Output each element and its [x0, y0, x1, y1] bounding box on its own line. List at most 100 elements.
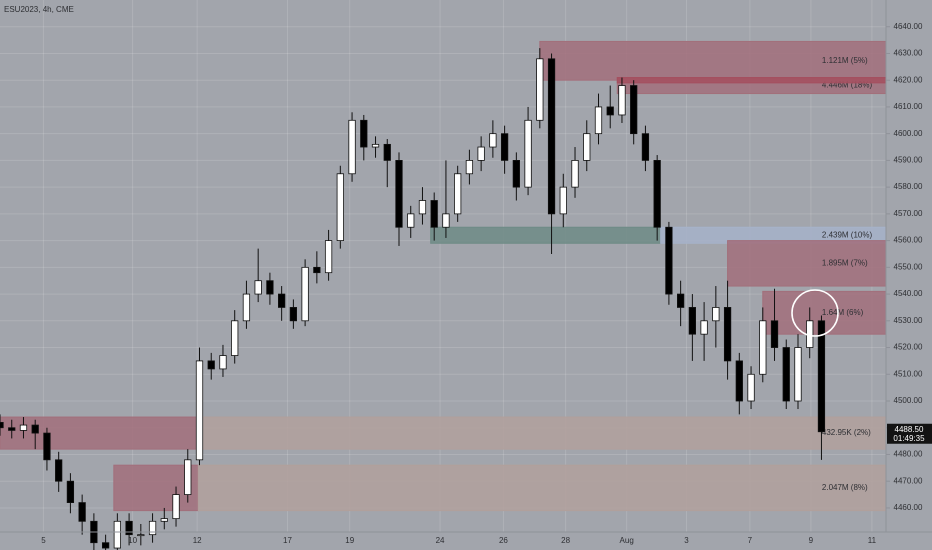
candle-body — [770, 320, 779, 348]
zone-label: 432.95K (2%) — [822, 428, 871, 437]
y-tick-label: 4600.00 — [894, 129, 923, 138]
candle-body — [19, 424, 28, 431]
y-tick-label: 4550.00 — [894, 262, 923, 271]
candle-body — [184, 459, 192, 495]
candle-body — [700, 320, 708, 335]
candle-body — [231, 320, 239, 356]
candle-body — [266, 280, 274, 295]
candle-body — [289, 307, 298, 322]
candle-body — [712, 307, 720, 322]
candle-body — [723, 307, 732, 362]
volume-zone — [197, 464, 887, 512]
candle-body — [324, 240, 333, 274]
y-tick-label: 4540.00 — [894, 289, 923, 298]
candle-body — [207, 360, 215, 370]
candle-body — [172, 494, 180, 520]
candle-body — [78, 502, 86, 522]
candle-body — [547, 58, 556, 215]
candle-body — [688, 307, 696, 335]
chart-title: ESU2023, 4h, CME — [4, 5, 74, 14]
candle-body — [606, 106, 614, 116]
zones: 1.121M (5%) 4.446M (18%) 2.439M (10%) 1.895… — [0, 40, 887, 512]
highlight-circle — [791, 289, 839, 337]
axes: 4460.004470.004480.004490.004500.004510.… — [41, 22, 932, 545]
y-tick-label: 4500.00 — [894, 396, 923, 405]
x-tick-label: 24 — [436, 536, 445, 545]
y-tick-label: 4470.00 — [894, 476, 923, 485]
x-tick-label: 12 — [193, 536, 202, 545]
candle-body — [371, 143, 380, 148]
candle-body — [8, 427, 16, 431]
zone-label: 2.047M (8%) — [822, 483, 868, 492]
x-tick-label: 26 — [499, 536, 508, 545]
candle-body — [336, 173, 344, 242]
x-tick-label: 19 — [345, 536, 354, 545]
zone-label: 1.121M (5%) — [822, 56, 868, 65]
candle-body — [735, 360, 743, 402]
candle-body — [137, 534, 145, 537]
candle-body — [782, 347, 790, 402]
y-tick-label: 4570.00 — [894, 209, 923, 218]
candle-body — [454, 173, 462, 215]
y-tick-label: 4520.00 — [894, 343, 923, 352]
y-tick-label: 4510.00 — [894, 369, 923, 378]
candle-body — [395, 160, 403, 228]
candle-body — [665, 226, 673, 295]
candle-body — [0, 421, 4, 429]
candle-body — [641, 133, 650, 161]
volume-zone — [727, 240, 887, 287]
candle-body — [747, 373, 755, 402]
x-tick-label: 17 — [283, 536, 292, 545]
x-tick-label: 11 — [868, 536, 877, 545]
zone-label: 2.439M (10%) — [822, 230, 873, 239]
volume-zone — [0, 416, 199, 450]
candle-body — [360, 119, 368, 148]
candle-body — [113, 520, 121, 549]
y-tick-label: 4640.00 — [894, 22, 923, 31]
y-tick-label: 4530.00 — [894, 316, 923, 325]
candle-body — [125, 520, 133, 536]
candle-body — [594, 106, 603, 135]
candle-body — [524, 119, 532, 188]
candle-body — [559, 186, 567, 215]
y-tick-label: 4460.00 — [894, 503, 923, 512]
candle-body — [442, 213, 450, 228]
candles — [0, 48, 826, 550]
candle-body — [313, 266, 321, 274]
zone-label: 1.64M (6%) — [822, 308, 864, 317]
candle-body — [465, 160, 474, 175]
candle-body — [219, 355, 227, 370]
candle-body — [618, 85, 626, 116]
x-tick-label: 7 — [748, 536, 753, 545]
candle-body — [677, 293, 685, 308]
candle-body — [512, 160, 520, 188]
candle-body — [195, 360, 204, 461]
price-tag-box — [887, 423, 932, 444]
x-tick-label: 5 — [41, 536, 46, 545]
x-tick-label: 3 — [684, 536, 689, 545]
y-tick-label: 4630.00 — [894, 49, 923, 58]
candle-body — [794, 347, 802, 402]
candle-body — [500, 133, 509, 161]
candle-body — [430, 200, 438, 228]
volume-zone — [197, 416, 887, 450]
zone-label: 4.446M (18%) — [822, 81, 873, 90]
candle-body — [536, 58, 544, 121]
volume-zone — [430, 226, 662, 244]
candle-body — [301, 266, 309, 322]
candle-body — [759, 320, 767, 375]
candle-body — [653, 160, 661, 228]
price-axis — [886, 0, 932, 550]
x-tick-label: Aug — [620, 536, 634, 545]
x-tick-label: 9 — [809, 536, 814, 545]
candle-body — [160, 518, 168, 522]
x-tick-label: 28 — [561, 536, 570, 545]
candle-body — [383, 143, 391, 161]
candle-body — [418, 200, 427, 215]
candle-body — [489, 133, 497, 148]
zone-label: 1.895M (7%) — [822, 258, 868, 267]
candle-body — [148, 520, 157, 536]
candle-body — [101, 542, 110, 549]
candle-body — [254, 280, 262, 295]
